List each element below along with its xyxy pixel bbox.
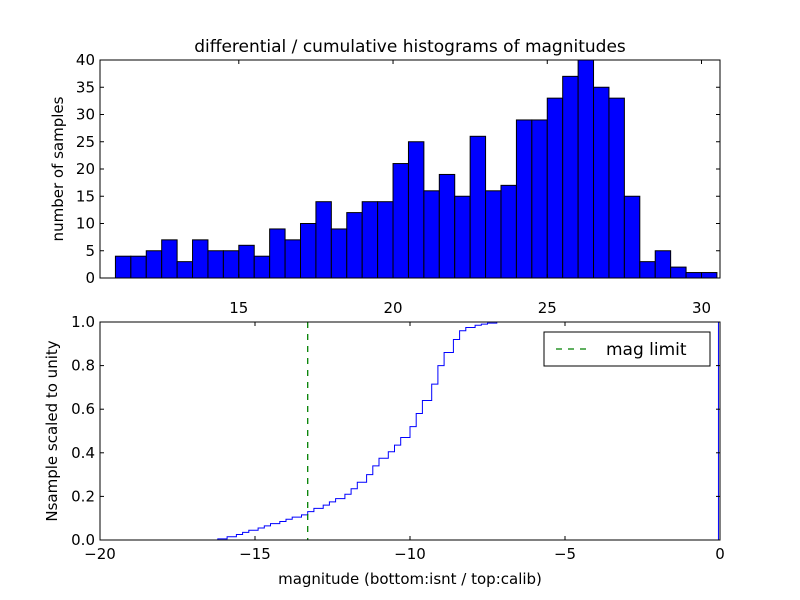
histogram-bar: [330, 228, 348, 279]
xtick-label: −5: [554, 545, 576, 563]
histogram-bar: [284, 239, 301, 279]
ytick-label: 15: [76, 187, 95, 205]
histogram-bar: [531, 119, 548, 279]
cumulative-ylabel: Nsample scaled to unity: [43, 340, 61, 521]
histogram-bar: [639, 261, 656, 279]
ytick-label: 0.4: [71, 444, 95, 462]
histogram-bar: [654, 250, 672, 279]
histogram-bar: [423, 190, 440, 279]
histogram-bar: [562, 75, 579, 279]
cumulative-step-line: [100, 321, 719, 541]
legend-label-mag-limit: mag limit: [606, 340, 687, 360]
histogram-panel: 0 5 10 15 20 25 30 35 40 15 20 25 30 differential / …: [49, 37, 721, 317]
xtick-label: −15: [239, 545, 271, 563]
histogram-bar: [315, 201, 332, 279]
histogram-bar: [608, 97, 625, 279]
histogram-bar: [161, 239, 178, 279]
histogram-bar: [407, 141, 425, 279]
histogram-bars: [114, 59, 718, 279]
histogram-axes-frame: [99, 59, 721, 279]
ytick-label: 10: [76, 215, 95, 233]
ytick-label: 1.0: [71, 313, 95, 331]
xtick-label: 30: [692, 299, 711, 317]
histogram-bar: [515, 119, 533, 279]
xtick-label: 0: [715, 545, 725, 563]
xtick-label: −20: [84, 545, 116, 563]
cumulative-lines: [100, 321, 719, 541]
xtick-label: 25: [538, 299, 557, 317]
histogram-bar: [454, 195, 471, 279]
histogram-bar: [577, 59, 595, 279]
histogram-bar: [500, 184, 517, 279]
ytick-label: 35: [76, 78, 95, 96]
histogram-bar: [623, 195, 641, 279]
histogram-bar: [392, 163, 409, 279]
cumulative-panel: 0.0 0.2 0.4 0.6 0.8 1.0 −20 −15 −10 −5 0 Nsample s…: [43, 313, 725, 588]
histogram-bar: [114, 255, 132, 279]
xtick-label: 15: [229, 299, 248, 317]
ytick-label: 5: [85, 242, 95, 260]
histogram-ylabel: number of samples: [49, 96, 67, 241]
cumulative-axes-frame: [99, 321, 721, 541]
histogram-bar: [222, 250, 240, 279]
histogram-bar: [546, 97, 564, 279]
chart-title: differential / cumulative histograms of …: [194, 37, 626, 57]
histogram-bar: [299, 223, 317, 279]
histogram-bar: [269, 228, 286, 279]
ytick-label: 25: [76, 133, 95, 151]
histogram-bar: [346, 212, 363, 279]
histogram-bar: [469, 135, 487, 279]
xtick-label: −10: [394, 545, 426, 563]
histogram-ticks: 0 5 10 15 20 25 30 35 40 15 20 25 30: [76, 51, 720, 317]
histogram-bar: [485, 190, 502, 279]
histogram-bar: [145, 250, 163, 279]
ytick-label: 30: [76, 106, 95, 124]
histogram-bar: [192, 239, 209, 279]
ytick-label: 0.6: [71, 400, 95, 418]
histogram-bar: [700, 272, 718, 279]
histogram-bar: [593, 86, 610, 279]
legend-box: [543, 331, 711, 367]
histogram-bar: [207, 250, 224, 279]
histogram-bar: [377, 201, 394, 279]
xtick-label: 20: [383, 299, 402, 317]
histogram-bar: [253, 255, 271, 279]
histogram-bar: [670, 266, 687, 279]
ytick-label: 40: [76, 51, 95, 69]
histogram-bar: [361, 201, 379, 279]
histogram-bar: [130, 255, 147, 279]
ytick-label: 0.0: [71, 531, 95, 549]
legend: mag limit: [543, 331, 711, 367]
cumulative-ticks: 0.0 0.2 0.4 0.6 0.8 1.0 −20 −15 −10 −5 0: [71, 313, 725, 563]
cumulative-xlabel: magnitude (bottom:isnt / top:calib): [278, 570, 542, 588]
histogram-bar: [238, 244, 255, 279]
ytick-label: 20: [76, 160, 95, 178]
histogram-bar: [685, 272, 702, 279]
histogram-bar: [176, 261, 194, 279]
ytick-label: 0.8: [71, 357, 95, 375]
histogram-bar: [438, 173, 456, 279]
ytick-label: 0: [85, 269, 95, 287]
ytick-label: 0.2: [71, 487, 95, 505]
